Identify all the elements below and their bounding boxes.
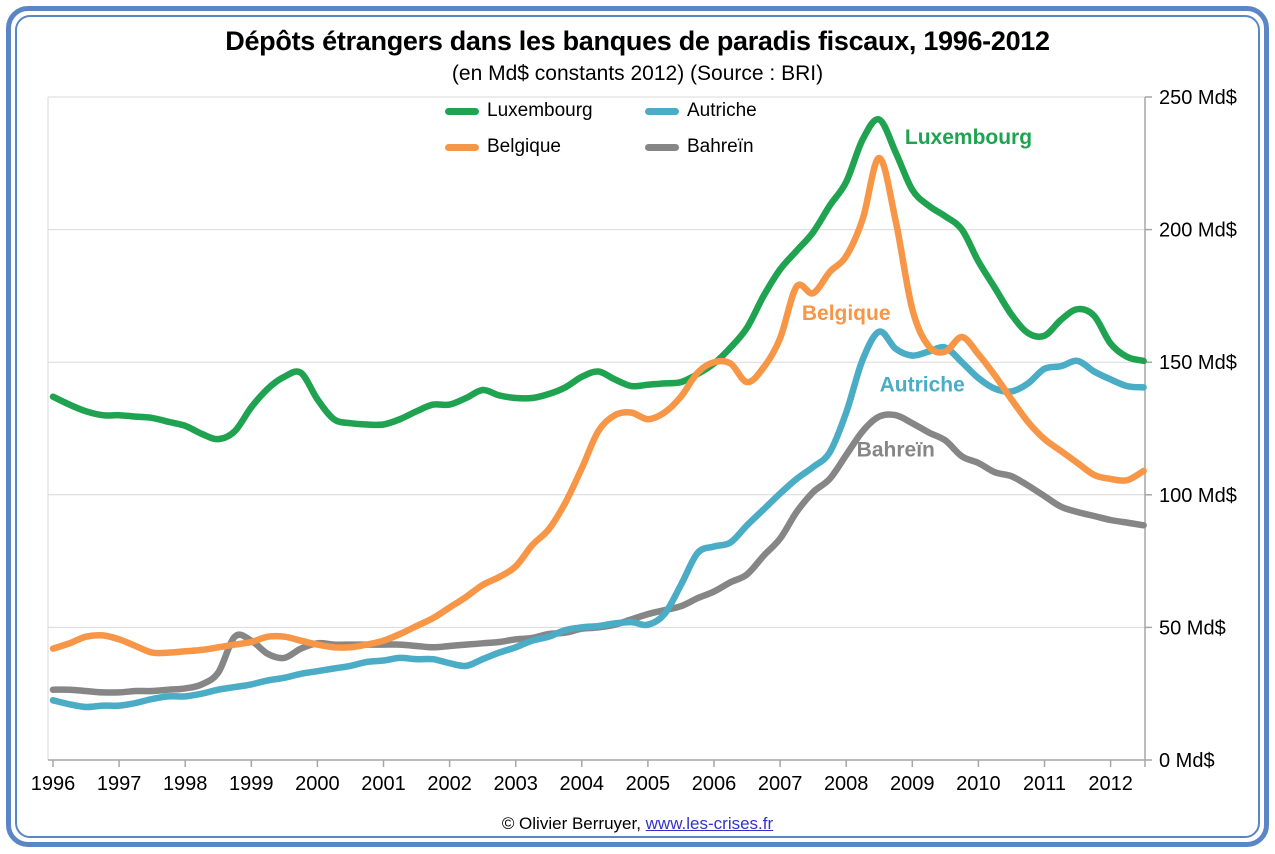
legend: Luxembourg Autriche Belgique Bahreïn	[445, 100, 805, 158]
legend-swatch-autriche	[645, 107, 679, 115]
legend-item-bahreïn[interactable]: Bahreïn	[645, 136, 805, 158]
x-axis-label-2006: 2006	[692, 773, 737, 795]
series-label-autriche: Autriche	[880, 374, 965, 397]
legend-label: Autriche	[687, 100, 757, 121]
y-axis-label-0: 0 Md$	[1159, 750, 1215, 772]
series-label-bahreïn: Bahreïn	[857, 439, 935, 462]
y-axis-label-50: 50 Md$	[1159, 617, 1226, 639]
x-axis-label-2004: 2004	[560, 773, 605, 795]
x-axis-label-2012: 2012	[1088, 773, 1133, 795]
x-axis-label-2009: 2009	[890, 773, 935, 795]
legend-item-luxembourg[interactable]: Luxembourg	[445, 100, 645, 122]
x-axis-label-2000: 2000	[295, 773, 340, 795]
chart-subtitle: (en Md$ constants 2012) (Source : BRI)	[451, 62, 824, 85]
x-axis-label-2007: 2007	[758, 773, 803, 795]
legend-swatch-bahreïn	[645, 143, 679, 151]
slide-frame-outer	[6, 6, 1269, 847]
legend-item-belgique[interactable]: Belgique	[445, 136, 645, 158]
series-line-belgique	[49, 154, 1147, 657]
chart-title: Dépôts étrangers dans les banques de par…	[225, 26, 1050, 56]
series-line-luxembourg	[49, 116, 1147, 443]
footer-copyright: © Olivier Berruyer,	[501, 814, 646, 833]
legend-item-autriche[interactable]: Autriche	[645, 100, 805, 122]
x-axis-label-1999: 1999	[229, 773, 274, 795]
x-axis-label-2011: 2011	[1023, 773, 1066, 795]
x-axis-label-1998: 1998	[163, 773, 208, 795]
x-axis-label-2010: 2010	[956, 773, 1001, 795]
series-label-belgique: Belgique	[802, 302, 891, 325]
x-axis-label-2001: 2001	[361, 773, 406, 795]
series-label-luxembourg: Luxembourg	[905, 126, 1032, 149]
footer-link[interactable]: www.les-crises.fr	[645, 814, 774, 833]
x-axis-label-1997: 1997	[97, 773, 142, 795]
y-axis-label-200: 200 Md$	[1159, 220, 1237, 242]
legend-swatch-luxembourg	[445, 107, 479, 115]
series-line-autriche	[49, 328, 1147, 711]
x-axis-label-2002: 2002	[427, 773, 472, 795]
legend-swatch-belgique	[445, 143, 479, 151]
legend-label: Bahreïn	[687, 136, 754, 157]
legend-label: Belgique	[487, 136, 561, 157]
slide-frame-inner	[15, 15, 1260, 838]
x-axis-label-2003: 2003	[493, 773, 538, 795]
y-axis-label-150: 150 Md$	[1159, 352, 1237, 374]
x-axis-label-2008: 2008	[824, 773, 869, 795]
y-axis-label-250: 250 Md$	[1159, 87, 1237, 109]
x-axis-label-1996: 1996	[31, 773, 76, 795]
x-axis-label-2005: 2005	[626, 773, 671, 795]
footer: © Olivier Berruyer, www.les-crises.fr	[0, 814, 1275, 834]
y-axis-label-100: 100 Md$	[1159, 485, 1237, 507]
legend-label: Luxembourg	[487, 100, 593, 121]
